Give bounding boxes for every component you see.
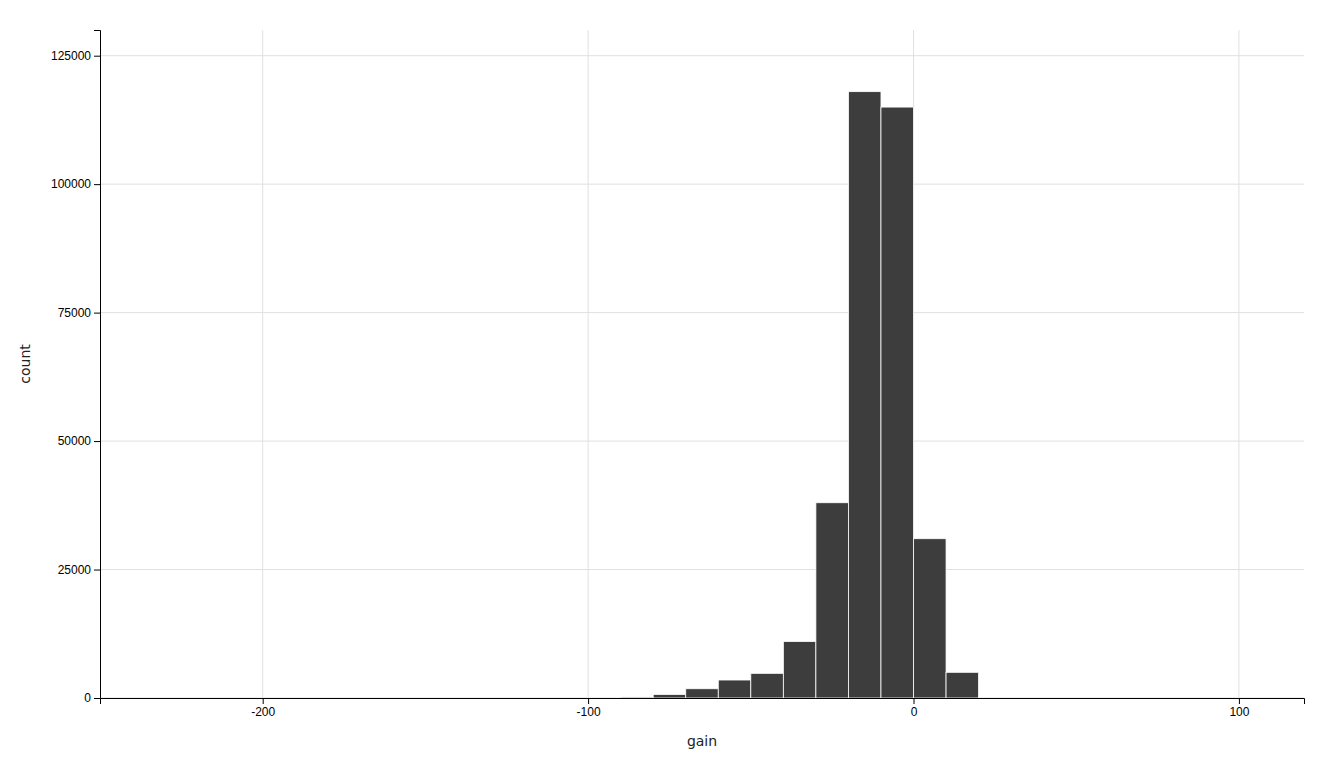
x-tick: -200 <box>251 698 275 719</box>
y-tick-label: 0 <box>84 691 91 705</box>
x-tick: -100 <box>577 698 601 719</box>
grid-line-x <box>588 30 589 698</box>
histogram-bar <box>946 672 979 698</box>
x-tick-label: -100 <box>577 705 601 719</box>
histogram-bar <box>718 680 751 698</box>
bars <box>621 92 979 698</box>
histogram-bar <box>881 107 914 698</box>
y-tick: 50000 <box>58 434 100 448</box>
y-tick-mark <box>94 313 100 314</box>
histogram-bar <box>783 641 816 698</box>
x-tick-mark <box>263 698 264 704</box>
plot: -200 -100 0 100 0 25000 50000 75000 100000 125000… <box>17 30 1305 749</box>
y-tick-mark <box>94 441 100 442</box>
grid-line-y <box>100 312 1304 313</box>
grid-line-y <box>100 55 1304 56</box>
y-tick-mark <box>94 184 100 185</box>
y-tick-label: 50000 <box>58 434 92 448</box>
y-tick-label: 100000 <box>51 177 91 191</box>
histogram-bar <box>848 92 881 698</box>
histogram-bar <box>751 673 784 698</box>
y-tick-mark <box>94 56 100 57</box>
grid-line-x <box>262 30 263 698</box>
x-axis: -200 -100 0 100 <box>101 698 1305 719</box>
grid-line-y <box>100 441 1304 442</box>
y-axis-line <box>94 31 101 699</box>
histogram-bar <box>686 689 719 698</box>
grid-line-x <box>1238 30 1239 698</box>
histogram-bar <box>816 503 849 698</box>
y-tick: 0 <box>84 691 100 705</box>
histogram-bar <box>979 698 1012 699</box>
y-axis-title: count <box>17 344 33 384</box>
x-tick: 0 <box>911 698 918 719</box>
histogram-bar <box>1011 698 1044 699</box>
y-tick: 125000 <box>51 49 100 63</box>
chart: -200 -100 0 100 0 25000 50000 75000 100000 125000… <box>0 0 1344 768</box>
y-tick-label: 25000 <box>58 563 92 577</box>
histogram-bar <box>914 539 947 698</box>
y-tick: 25000 <box>58 563 100 577</box>
x-tick-label: -200 <box>251 705 275 719</box>
grid <box>100 30 1304 698</box>
y-tick-mark <box>94 698 100 699</box>
x-tick-label: 100 <box>1229 705 1249 719</box>
x-tick-label: 0 <box>911 705 918 719</box>
y-tick: 100000 <box>51 177 100 191</box>
y-tick-label: 75000 <box>58 306 92 320</box>
grid-line-y <box>100 184 1304 185</box>
histogram-bar <box>1044 698 1077 699</box>
x-tick: 100 <box>1229 698 1249 719</box>
x-axis-title: gain <box>687 733 717 749</box>
histogram-bar <box>621 697 654 698</box>
x-tick-mark <box>1239 698 1240 704</box>
x-tick-mark <box>914 698 915 704</box>
y-tick-label: 125000 <box>51 49 91 63</box>
y-tick: 75000 <box>58 306 100 320</box>
x-axis-line <box>101 699 1305 705</box>
x-tick-mark <box>588 698 589 704</box>
y-axis: 0 25000 50000 75000 100000 125000 <box>51 31 101 706</box>
histogram-bar <box>653 694 686 698</box>
y-tick-mark <box>94 570 100 571</box>
grid-line-y <box>100 569 1304 570</box>
